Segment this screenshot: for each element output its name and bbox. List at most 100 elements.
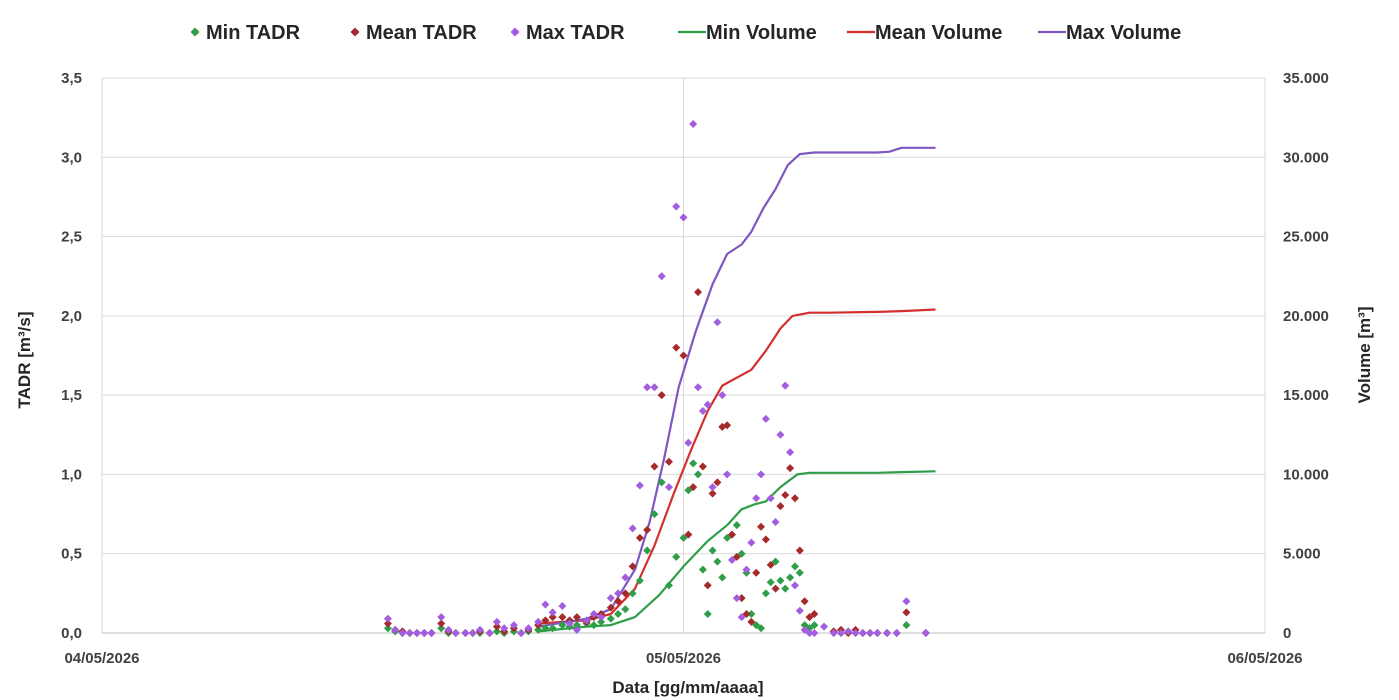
data-point bbox=[437, 624, 446, 633]
data-point bbox=[694, 470, 703, 479]
data-point bbox=[475, 625, 484, 634]
data-point bbox=[534, 625, 543, 634]
data-point bbox=[589, 621, 598, 630]
series-line-min-volume bbox=[537, 470, 936, 633]
y-right-axis-title: Volume [m³] bbox=[1355, 307, 1374, 404]
data-point bbox=[708, 546, 717, 555]
legend-label: Max Volume bbox=[1066, 22, 1181, 44]
data-point bbox=[723, 533, 732, 542]
data-point bbox=[628, 524, 637, 533]
y-right-tick-label: 30.000 bbox=[1283, 149, 1329, 166]
data-point bbox=[713, 557, 722, 566]
data-point bbox=[383, 624, 392, 633]
data-point bbox=[444, 625, 453, 634]
legend-item: Mean TADR bbox=[350, 22, 477, 44]
data-point bbox=[500, 624, 509, 633]
data-point bbox=[565, 619, 574, 628]
data-point bbox=[628, 589, 637, 598]
data-point bbox=[694, 288, 703, 297]
data-point bbox=[708, 489, 717, 498]
data-point bbox=[718, 573, 727, 582]
legend-label: Max TADR bbox=[526, 22, 625, 44]
data-point bbox=[451, 629, 460, 637]
data-point bbox=[664, 457, 673, 466]
data-point bbox=[684, 486, 693, 495]
y-right-tick-label: 15.000 bbox=[1283, 387, 1329, 404]
data-point bbox=[708, 483, 717, 492]
data-point bbox=[621, 605, 630, 614]
data-point bbox=[776, 576, 785, 585]
y-right-tick-label: 35.000 bbox=[1283, 70, 1329, 87]
data-point bbox=[698, 565, 707, 574]
data-point bbox=[761, 414, 770, 423]
data-point bbox=[694, 383, 703, 392]
data-point bbox=[737, 549, 746, 558]
data-point bbox=[795, 568, 804, 577]
y-left-tick-label: 1,0 bbox=[61, 466, 82, 483]
data-point bbox=[657, 478, 666, 487]
data-point bbox=[776, 430, 785, 439]
data-point bbox=[771, 584, 780, 593]
data-point bbox=[829, 629, 838, 637]
data-point bbox=[752, 568, 761, 577]
legend-item: Max Volume bbox=[1038, 22, 1181, 44]
legend-item: Min TADR bbox=[190, 22, 301, 44]
legend-label: Min Volume bbox=[706, 22, 817, 44]
data-point bbox=[776, 502, 785, 511]
data-point bbox=[606, 603, 615, 612]
data-point bbox=[761, 589, 770, 598]
data-point bbox=[548, 613, 557, 622]
data-point bbox=[921, 629, 930, 637]
data-point bbox=[679, 351, 688, 360]
data-point bbox=[689, 483, 698, 492]
data-point bbox=[643, 525, 652, 534]
data-point bbox=[892, 629, 901, 637]
data-point bbox=[548, 624, 557, 633]
data-point bbox=[597, 617, 606, 626]
data-point bbox=[509, 621, 518, 630]
data-point bbox=[614, 597, 623, 606]
series-line-mean-volume bbox=[538, 308, 936, 625]
y-left-tick-label: 1,5 bbox=[61, 387, 82, 404]
data-point bbox=[757, 470, 766, 479]
data-point bbox=[713, 478, 722, 487]
data-point bbox=[752, 494, 761, 503]
data-point bbox=[810, 621, 819, 630]
data-point bbox=[800, 597, 809, 606]
data-point bbox=[703, 400, 712, 409]
data-point bbox=[732, 552, 741, 561]
data-point bbox=[786, 464, 795, 473]
gridlines bbox=[101, 77, 1266, 634]
data-point bbox=[781, 584, 790, 593]
data-point bbox=[468, 629, 477, 637]
data-point bbox=[703, 609, 712, 618]
data-point bbox=[747, 609, 756, 618]
data-point bbox=[781, 491, 790, 500]
y-left-tick-label: 3,5 bbox=[61, 70, 82, 87]
data-point bbox=[597, 613, 606, 622]
data-point bbox=[621, 589, 630, 598]
legend-item: Mean Volume bbox=[847, 22, 1002, 44]
data-point bbox=[534, 617, 543, 626]
legend-item: Min Volume bbox=[678, 22, 817, 44]
data-point bbox=[737, 594, 746, 603]
data-point bbox=[643, 546, 652, 555]
data-point bbox=[713, 318, 722, 327]
data-point bbox=[664, 483, 673, 492]
x-axis-title: Data [gg/mm/aaaa] bbox=[612, 678, 763, 697]
data-point bbox=[718, 391, 727, 400]
data-point bbox=[572, 625, 581, 634]
data-point bbox=[795, 546, 804, 555]
data-point bbox=[541, 616, 550, 625]
data-point bbox=[766, 560, 775, 569]
data-point bbox=[541, 600, 550, 609]
data-point bbox=[572, 621, 581, 630]
data-point bbox=[810, 609, 819, 618]
data-point bbox=[742, 565, 751, 574]
data-point bbox=[412, 629, 421, 637]
legend: Min TADR Mean TADR Max TADR Min Volume Mean … bbox=[190, 22, 1181, 44]
legend-item: Max TADR bbox=[510, 22, 625, 44]
data-point bbox=[558, 602, 567, 611]
data-point bbox=[524, 624, 533, 633]
data-point bbox=[795, 606, 804, 615]
